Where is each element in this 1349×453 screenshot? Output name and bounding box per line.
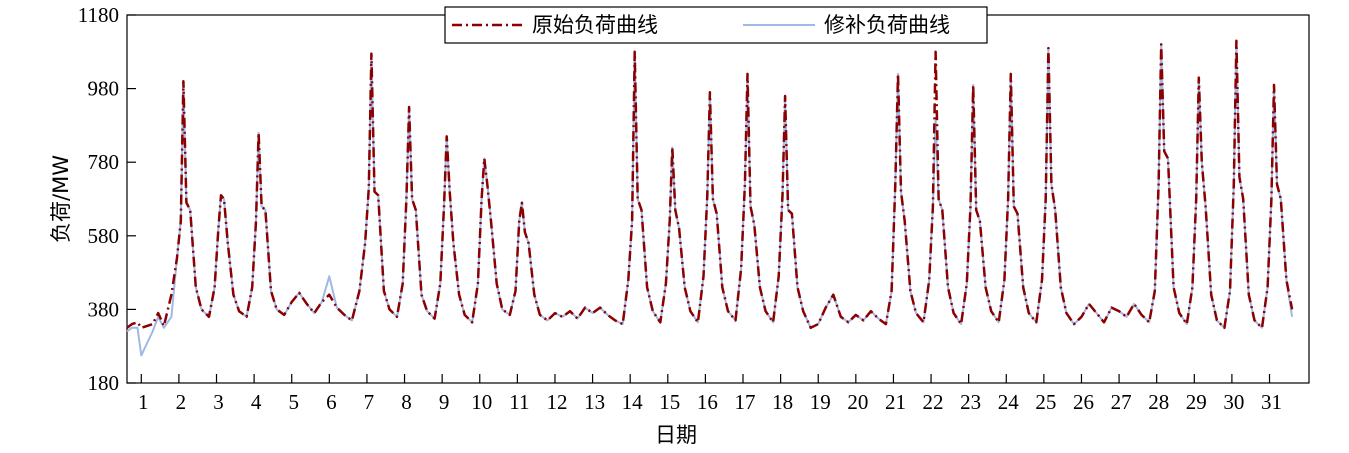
series-layer: [126, 39, 1294, 357]
y-tick-label: 980: [88, 77, 120, 101]
y-tick-label: 380: [88, 297, 120, 321]
x-tick-label: 4: [251, 390, 262, 414]
x-tick-label: 1: [138, 390, 149, 414]
x-tick-label: 16: [697, 390, 718, 414]
y-tick-label: 780: [88, 150, 120, 174]
x-tick-label: 17: [735, 390, 756, 414]
legend-label-repaired: 修补负荷曲线: [824, 13, 950, 37]
x-tick-label: 21: [885, 390, 906, 414]
x-tick-label: 26: [1073, 390, 1094, 414]
x-tick-label: 27: [1111, 390, 1132, 414]
x-tick-label: 20: [847, 390, 868, 414]
x-tick-label: 13: [584, 390, 605, 414]
legend-label-original: 原始负荷曲线: [532, 13, 658, 37]
x-tick-label: 14: [622, 390, 644, 414]
x-tick-label: 24: [998, 390, 1020, 414]
x-tick-label: 7: [364, 390, 375, 414]
y-tick-label: 180: [88, 371, 120, 395]
y-tick-label: 1180: [78, 3, 119, 27]
x-tick-label: 6: [326, 390, 337, 414]
x-tick-label: 19: [810, 390, 831, 414]
series-line-original: [126, 39, 1294, 330]
x-tick-label: 15: [659, 390, 680, 414]
y-axis-title: 负荷/MW: [49, 155, 73, 243]
x-tick-label: 28: [1148, 390, 1169, 414]
x-axis-title: 日期: [655, 423, 697, 447]
x-tick-label: 11: [509, 390, 529, 414]
x-tick-label: 23: [960, 390, 981, 414]
legend: 原始负荷曲线 修补负荷曲线: [444, 6, 988, 44]
x-tick-label: 2: [176, 390, 187, 414]
x-tick-label: 8: [401, 390, 412, 414]
x-tick-label: 25: [1035, 390, 1056, 414]
x-tick-label: 12: [546, 390, 567, 414]
x-tick-label: 3: [213, 390, 224, 414]
x-tick-label: 22: [923, 390, 944, 414]
y-tick-label: 580: [88, 224, 120, 248]
legend-box: [444, 6, 988, 44]
x-tick-label: 9: [439, 390, 450, 414]
plot-frame: [126, 14, 1310, 384]
plot-area: [126, 14, 1310, 384]
x-tick-label: 18: [772, 390, 793, 414]
x-tick-label: 29: [1186, 390, 1207, 414]
x-tick-label: 31: [1261, 390, 1282, 414]
x-tick-label: 5: [288, 390, 299, 414]
x-tick-label: 30: [1223, 390, 1244, 414]
x-tick-label: 10: [471, 390, 492, 414]
